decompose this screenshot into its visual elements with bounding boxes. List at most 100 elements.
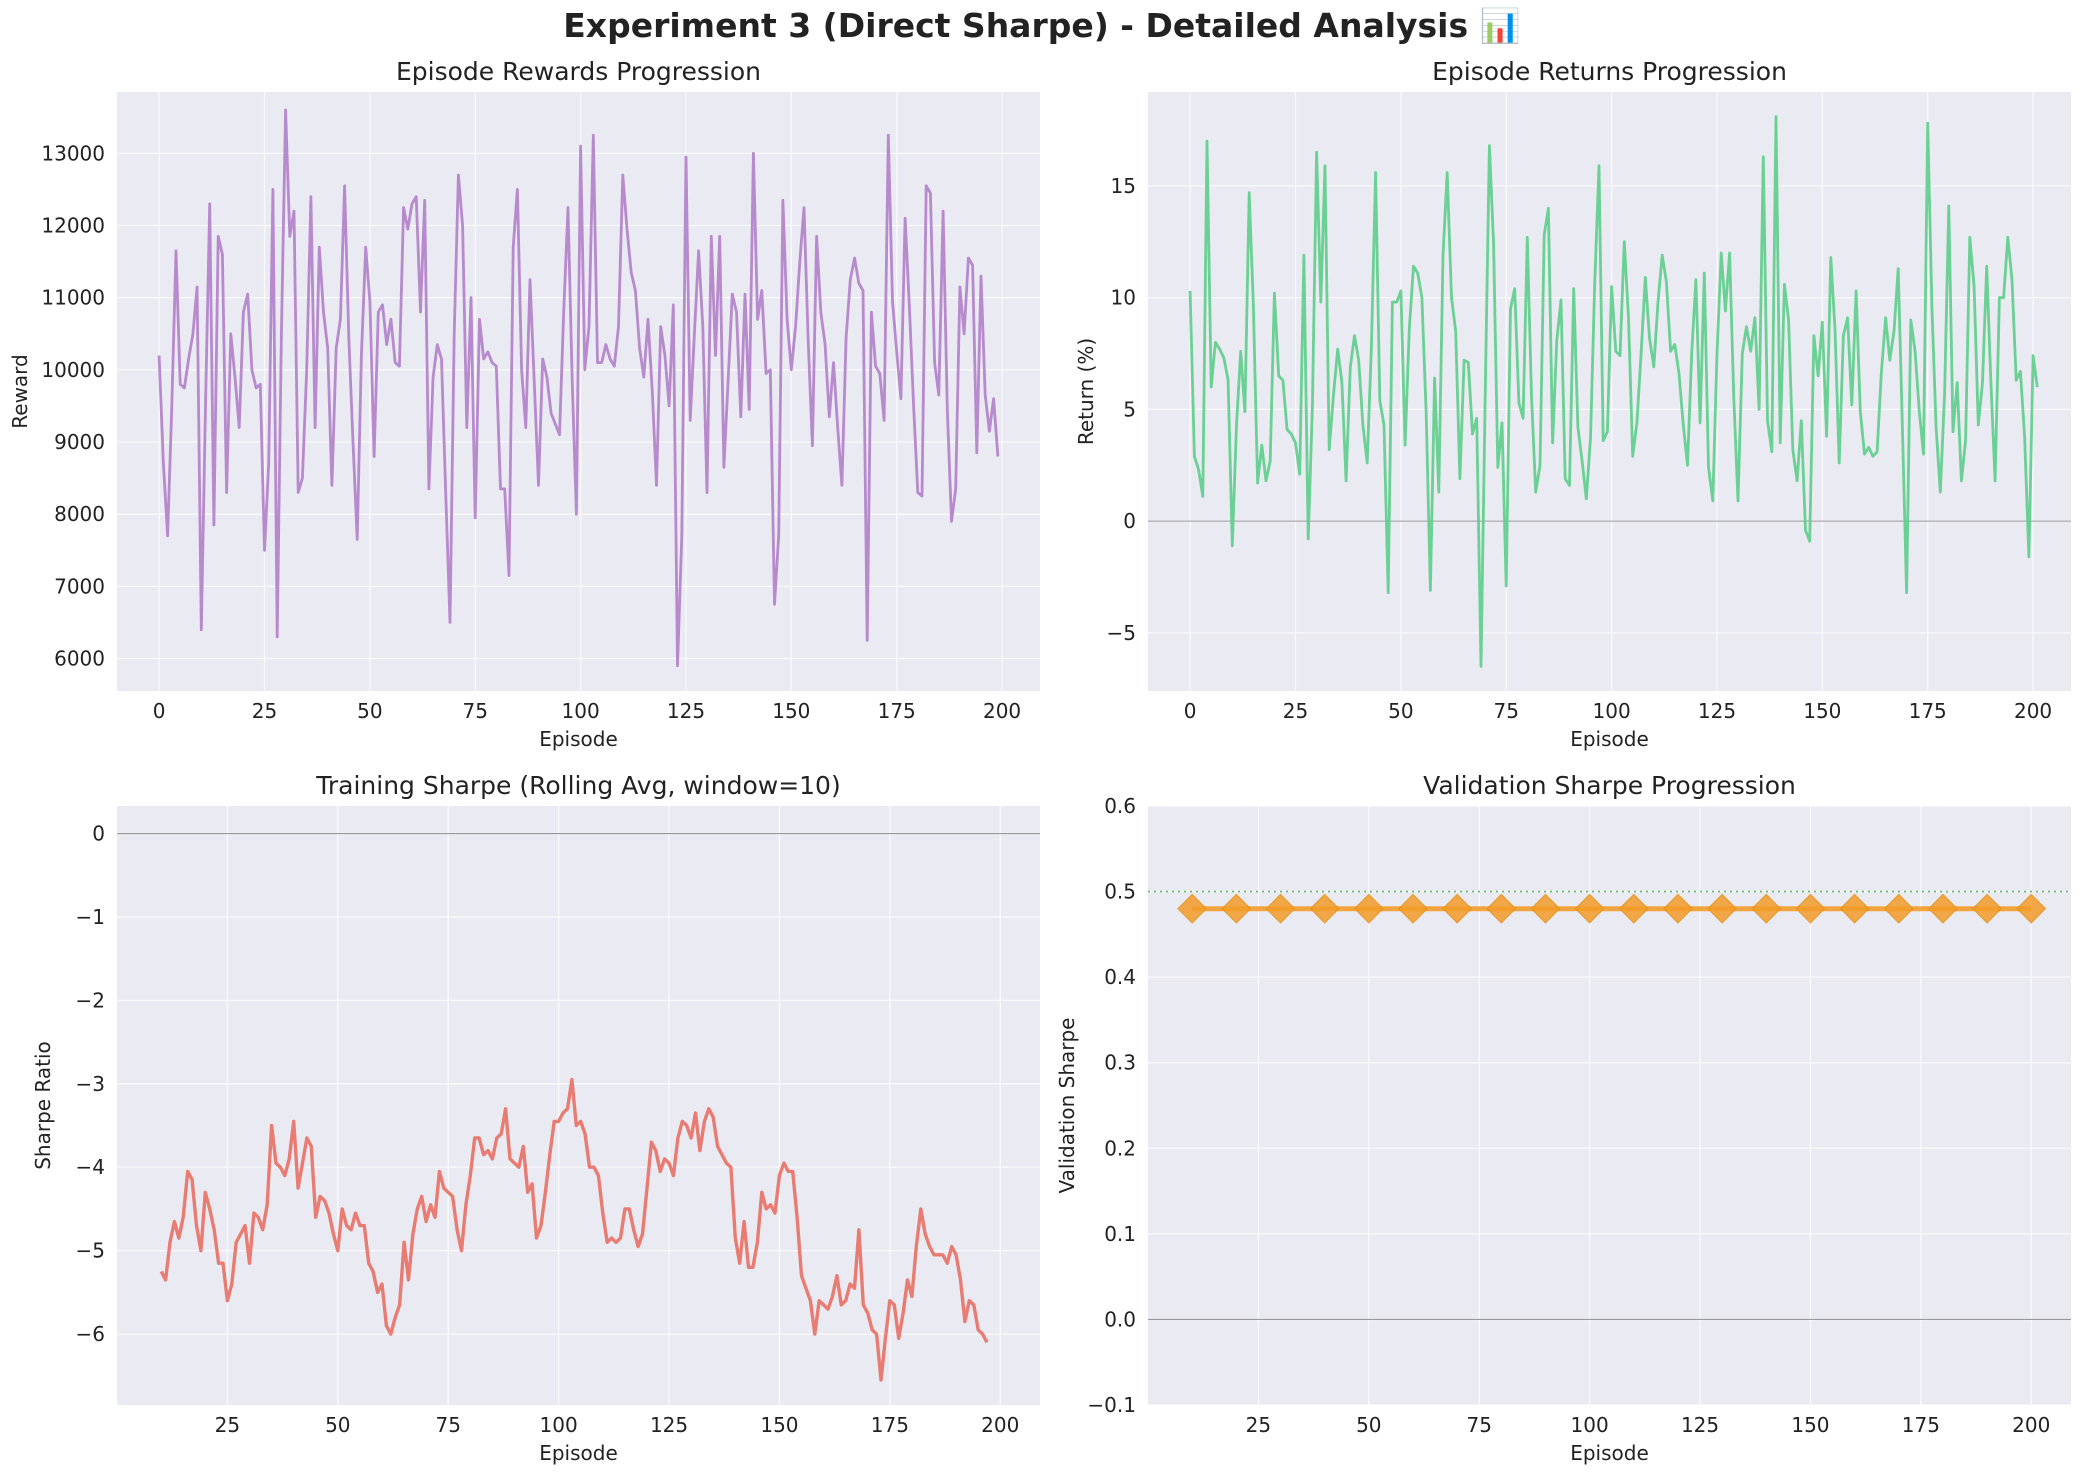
x-tick-label: 175 bbox=[871, 1413, 909, 1437]
figure-title: Experiment 3 (Direct Sharpe) - Detailed … bbox=[563, 6, 1521, 45]
y-tick-label: −0.1 bbox=[1087, 1393, 1136, 1417]
y-tick-label: 0 bbox=[92, 822, 105, 846]
y-tick-label: 9000 bbox=[54, 430, 105, 454]
data-point-marker bbox=[1618, 893, 1649, 924]
x-tick-label: 0 bbox=[1184, 699, 1197, 723]
x-tick-label: 50 bbox=[1356, 1413, 1381, 1437]
y-axis-label: Return (%) bbox=[1074, 338, 1098, 445]
y-tick-label: −2 bbox=[76, 988, 105, 1012]
x-tick-label: 50 bbox=[325, 1413, 350, 1437]
subplot-3: 25 50 75 100 125 150 175 200 −6 −5 −4 −3 −2 −1 0 Traini… bbox=[31, 771, 1040, 1465]
x-tick-label: 200 bbox=[983, 699, 1021, 723]
y-tick-label: 8000 bbox=[54, 502, 105, 526]
x-tick-label: 25 bbox=[1246, 1413, 1271, 1437]
y-tick-label: 0.1 bbox=[1104, 1222, 1136, 1246]
data-point-marker bbox=[1397, 893, 1429, 924]
x-tick-label: 75 bbox=[435, 1413, 460, 1437]
y-tick-label: 10 bbox=[1111, 286, 1136, 310]
x-axis-label: Episode bbox=[1570, 727, 1649, 751]
series-line bbox=[159, 1077, 989, 1382]
x-tick-label: 75 bbox=[463, 699, 488, 723]
data-point-marker bbox=[1662, 893, 1694, 924]
y-tick-label: 0.6 bbox=[1104, 794, 1136, 818]
data-point-marker bbox=[1883, 893, 1914, 924]
subplot-title: Training Sharpe (Rolling Avg, window=10) bbox=[315, 771, 840, 800]
x-tick-label: 150 bbox=[1803, 699, 1841, 723]
x-tick-label: 150 bbox=[772, 699, 810, 723]
y-axis-label: Reward bbox=[8, 354, 32, 428]
y-tick-label: 0.2 bbox=[1104, 1136, 1136, 1160]
x-tick-label: 125 bbox=[1698, 699, 1736, 723]
data-point-marker bbox=[1177, 893, 1208, 924]
x-tick-label: 200 bbox=[2012, 1413, 2050, 1437]
y-tick-label: −1 bbox=[76, 905, 105, 929]
subplot-title: Episode Returns Progression bbox=[1432, 57, 1787, 86]
x-tick-label: 200 bbox=[2014, 699, 2052, 723]
x-tick-label: 150 bbox=[760, 1413, 798, 1437]
data-point-marker bbox=[1486, 893, 1517, 924]
plot-area bbox=[1148, 806, 2071, 1405]
y-tick-label: −5 bbox=[1107, 621, 1136, 645]
data-point-marker bbox=[2016, 893, 2047, 924]
subplot-2: 0 25 50 75 100 125 150 175 200 −5 0 5 10 15 Episode Re… bbox=[1074, 57, 2071, 751]
y-axis-label: Sharpe Ratio bbox=[31, 1041, 55, 1170]
y-tick-label: 15 bbox=[1111, 174, 1136, 198]
y-tick-label: −3 bbox=[76, 1072, 105, 1096]
x-tick-label: 175 bbox=[1909, 699, 1947, 723]
data-point-marker bbox=[1972, 893, 2003, 924]
x-tick-label: 175 bbox=[1902, 1413, 1940, 1437]
x-tick-label: 125 bbox=[650, 1413, 688, 1437]
subplot-4: 25 50 75 100 125 150 175 200 −0.1 0.0 0.1 0.2 0.3 0.4… bbox=[1055, 771, 2071, 1465]
data-point-marker bbox=[1751, 893, 1782, 924]
x-tick-label: 125 bbox=[667, 699, 705, 723]
y-tick-label: 12000 bbox=[41, 214, 105, 238]
x-tick-label: 125 bbox=[1681, 1413, 1719, 1437]
y-axis-label: Validation Sharpe bbox=[1055, 1018, 1079, 1194]
y-tick-label: 13000 bbox=[41, 141, 105, 165]
y-tick-label: 0.3 bbox=[1104, 1051, 1136, 1075]
data-point-marker bbox=[1265, 893, 1296, 924]
x-tick-label: 75 bbox=[1466, 1413, 1491, 1437]
x-tick-label: 50 bbox=[1388, 699, 1413, 723]
x-tick-label: 100 bbox=[1571, 1413, 1609, 1437]
subplot-title: Episode Rewards Progression bbox=[396, 57, 761, 86]
y-tick-label: 5 bbox=[1123, 397, 1136, 421]
data-point-marker bbox=[1839, 893, 1870, 924]
plot-area bbox=[117, 806, 1040, 1405]
x-tick-label: 75 bbox=[1494, 699, 1519, 723]
x-axis-label: Episode bbox=[539, 727, 618, 751]
x-tick-label: 150 bbox=[1791, 1413, 1829, 1437]
y-tick-label: 0.4 bbox=[1104, 965, 1136, 989]
y-tick-label: 0.5 bbox=[1104, 880, 1136, 904]
x-tick-label: 100 bbox=[540, 1413, 578, 1437]
x-tick-label: 200 bbox=[981, 1413, 1019, 1437]
x-axis-label: Episode bbox=[1570, 1441, 1649, 1465]
data-point-marker bbox=[1442, 893, 1473, 924]
x-tick-label: 25 bbox=[215, 1413, 240, 1437]
y-tick-label: 10000 bbox=[41, 358, 105, 382]
data-point-marker bbox=[1707, 893, 1738, 924]
y-tick-label: 7000 bbox=[54, 574, 105, 598]
subplot-1: 0 25 50 75 100 125 150 175 200 6000 7000 8000 9000 10… bbox=[8, 57, 1040, 751]
x-tick-label: 0 bbox=[153, 699, 166, 723]
data-point-marker bbox=[1221, 893, 1252, 924]
y-tick-label: −6 bbox=[76, 1322, 105, 1346]
data-point-marker bbox=[1309, 893, 1340, 924]
x-axis-label: Episode bbox=[539, 1441, 618, 1465]
data-point-marker bbox=[1574, 893, 1605, 924]
y-tick-label: 0 bbox=[1123, 509, 1136, 533]
series-line bbox=[1188, 115, 2039, 668]
data-point-marker bbox=[1795, 893, 1826, 924]
subplot-title: Validation Sharpe Progression bbox=[1423, 771, 1796, 800]
y-tick-label: 6000 bbox=[54, 647, 105, 671]
x-tick-label: 100 bbox=[562, 699, 600, 723]
y-tick-label: 11000 bbox=[41, 286, 105, 310]
x-tick-label: 100 bbox=[1593, 699, 1631, 723]
data-point-marker bbox=[1353, 893, 1384, 924]
y-tick-label: −4 bbox=[76, 1155, 105, 1179]
y-tick-label: 0.0 bbox=[1104, 1307, 1136, 1331]
data-point-marker bbox=[1530, 893, 1561, 924]
x-tick-label: 50 bbox=[357, 699, 382, 723]
